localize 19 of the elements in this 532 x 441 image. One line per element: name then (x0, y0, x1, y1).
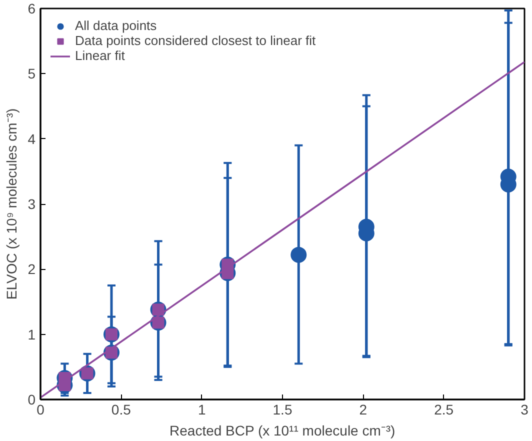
y-tick-label: 6 (28, 0, 36, 16)
y-tick-label: 2 (28, 261, 36, 278)
y-tick-label: 0 (28, 392, 36, 408)
y-tick-label: 4 (28, 130, 36, 147)
y-tick-label: 3 (28, 196, 36, 212)
y-axis-title: ELVOC (x 10⁹ molecules cm⁻³) (4, 108, 20, 300)
x-axis-title: Reacted BCP (x 10¹¹ molecule cm⁻³) (170, 422, 396, 438)
point (290, 246, 307, 263)
legend-label: All data points (75, 18, 157, 33)
legend-label: Linear fit (75, 48, 125, 63)
y-tick-label: 5 (28, 66, 36, 82)
x-tick-label: 3 (520, 402, 529, 418)
y-tick-label: 1 (28, 326, 36, 342)
x-tick-label: 2.5 (434, 402, 454, 418)
x-tick-label: 2 (359, 402, 368, 418)
x-tick-label: 1.5 (272, 402, 292, 418)
legend-label: Data points considered closest to linear fit (75, 33, 316, 48)
x-tick-label: 1 (198, 402, 206, 418)
x-tick-label: 0.5 (111, 402, 132, 418)
